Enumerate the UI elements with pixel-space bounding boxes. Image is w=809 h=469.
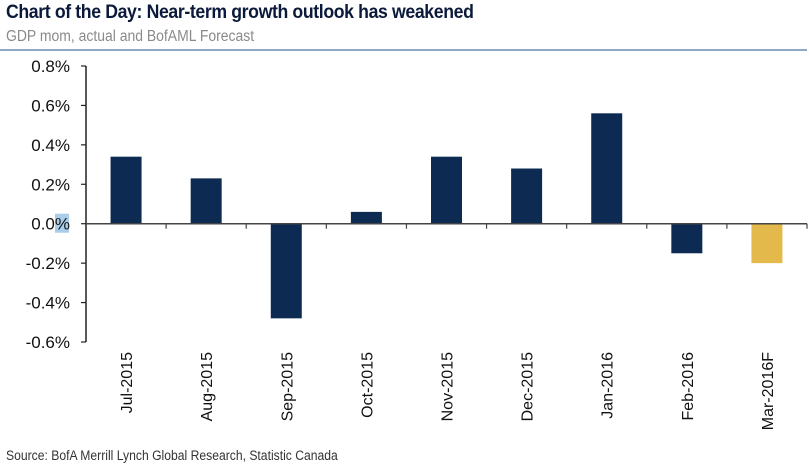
- y-tick-label: 0.8%: [31, 57, 70, 76]
- y-tick-label: 0.4%: [31, 136, 70, 155]
- y-tick-label: 0.0%: [31, 215, 70, 234]
- bar-jan-2016: [591, 113, 623, 224]
- x-axis: Jul-2015 Aug-2015 Sep-2015 Oct-2015 Nov-2015…: [86, 222, 808, 430]
- x-tick-label: Aug-2015: [199, 352, 216, 421]
- bar-dec-2015: [511, 168, 543, 224]
- bars: [110, 113, 783, 319]
- chart-subtitle: GDP mom, actual and BofAML Forecast: [6, 28, 255, 45]
- bar-mar-2016f: [751, 223, 783, 264]
- bar-oct-2015: [350, 211, 382, 224]
- bar-feb-2016: [671, 223, 703, 254]
- y-tick-label: -0.6%: [26, 333, 70, 352]
- x-tick-label: Nov-2015: [440, 352, 457, 421]
- bar-aug-2015: [190, 178, 222, 224]
- bar-sep-2015: [270, 223, 302, 319]
- y-axis: 0.8% 0.6% 0.4% 0.2% 0.0% -0.2% -0.4% -0.6%: [26, 57, 87, 352]
- x-tick-label: Feb-2016: [680, 352, 697, 421]
- y-tick-label: 0.2%: [31, 175, 70, 194]
- y-tick-label: -0.2%: [26, 254, 70, 273]
- chart-title: Chart of the Day: Near-term growth outlo…: [6, 2, 474, 23]
- source-note: Source: BofA Merrill Lynch Global Resear…: [6, 448, 338, 463]
- x-tick-label: Dec-2015: [520, 352, 537, 421]
- y-tick-label: -0.4%: [26, 294, 70, 313]
- selection-highlight: [55, 213, 69, 233]
- x-tick-label: Jan-2016: [600, 352, 617, 419]
- bar-nov-2015: [431, 156, 462, 224]
- x-tick-label: Mar-2016F: [760, 352, 777, 430]
- y-tick-label: 0.6%: [31, 96, 70, 115]
- x-tick-label: Sep-2015: [279, 352, 296, 421]
- bar-jul-2015: [110, 156, 142, 224]
- header-divider: [0, 49, 807, 51]
- x-tick-label: Oct-2015: [359, 352, 376, 418]
- x-tick-label: Jul-2015: [119, 352, 136, 413]
